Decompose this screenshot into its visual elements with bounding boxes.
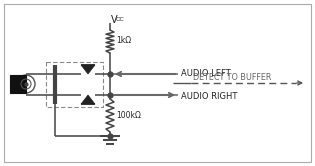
Text: AUDIO LEFT: AUDIO LEFT <box>181 69 231 78</box>
Text: V: V <box>111 15 117 25</box>
Text: CC: CC <box>116 17 125 22</box>
Text: 1kΩ: 1kΩ <box>116 36 131 45</box>
Text: AUDIO RIGHT: AUDIO RIGHT <box>181 91 238 100</box>
Bar <box>10 75 26 93</box>
Text: DETECT TO BUFFER: DETECT TO BUFFER <box>193 73 272 82</box>
Bar <box>46 62 103 107</box>
Circle shape <box>17 75 35 93</box>
Polygon shape <box>81 65 95 74</box>
Text: 100kΩ: 100kΩ <box>116 111 141 120</box>
Polygon shape <box>81 95 95 104</box>
